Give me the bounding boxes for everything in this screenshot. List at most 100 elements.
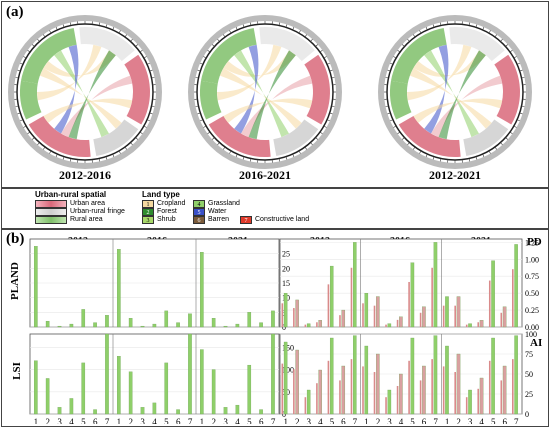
chord-tick [149,112,153,115]
chord-tick [329,69,333,72]
chord-tick [143,125,147,128]
chord-tick [15,76,19,79]
chord-diagram-1 [8,15,162,169]
chord-tick [112,27,115,31]
pland-tick-label: 20 [282,264,290,273]
chord-tick [425,153,428,157]
chord-diagram-2 [188,15,342,169]
lsi-bar [128,371,133,415]
chord-tick [37,142,40,145]
chord-sector [449,27,505,62]
x-category-label: 2 [376,417,381,424]
lsi-bar [69,398,74,415]
chord-tick [285,24,288,28]
chord-tick [419,150,422,154]
land-type-swatch-5: 5 [193,208,205,216]
chord-ribbon [68,50,116,140]
x-category-label: 4 [399,417,404,424]
chord-tick [387,69,391,72]
legend-frame [1,188,549,229]
ai-tick-label: 75 [525,350,533,359]
chord-tick [390,119,394,122]
x-category-label: 4 [479,417,484,424]
lsi-bar [34,360,38,415]
chord-tick [98,158,101,162]
chord-sector [28,116,91,157]
chord-tick [212,44,215,47]
chord-ribbon [431,75,503,138]
x-category-label: 2 [212,417,217,424]
pd-bar [318,320,322,328]
land-type-swatch-2: 2 [142,208,154,216]
chord-tick [390,62,394,65]
ai-bar-secondary [442,366,445,414]
chord-diagrams [8,15,532,169]
pland-bar [57,325,62,328]
chord-tick [488,30,491,34]
x-category-label: 2 [456,417,461,424]
chord-tick [135,137,138,140]
chord-tick [195,105,199,108]
x-category-label: 7 [188,417,193,424]
chord-tick [292,27,295,31]
chord-tick [135,44,138,47]
pland-bar [152,323,157,328]
pland-bar [69,323,74,328]
pd-bar [295,299,299,328]
pland-bar [164,310,169,328]
panel-b-frame [1,229,549,427]
pd-bar-secondary [488,280,491,327]
ai-bar-secondary [350,359,353,414]
chord-tick [200,62,204,65]
chord-tick [118,150,121,154]
land-type-swatch-3: 3 [142,216,154,224]
chord-ribbon [223,50,296,77]
chord-tick [32,137,35,140]
chord-ribbon [217,44,282,101]
pd-bar-secondary [339,315,341,327]
chord-tick [432,156,435,160]
chord-outer-ring [378,15,532,169]
ai-bar [410,337,415,415]
chord-tick [278,158,281,162]
chord-ribbon [438,50,486,140]
chord-tick [130,142,133,145]
chord-tick [331,76,335,79]
chord-tick [235,153,238,157]
chord-sector [200,27,257,84]
chord-tick [130,39,133,42]
pd-tick-label: 0.75 [525,272,539,281]
chord-tick [304,146,307,150]
x-category-label: 4 [69,417,74,424]
chord-tick [197,69,201,72]
pland-tick-label: 0 [282,323,286,332]
land-type-swatch-6: 6 [193,216,205,224]
x-category-label: 5 [330,417,335,424]
chord-tick [217,39,220,42]
chord-tick [49,30,52,34]
chord-tick [229,30,232,34]
chord-tick [298,150,301,154]
chord-tick [393,56,397,59]
pd-label: PD [527,236,542,248]
chord-ribbon [424,50,479,138]
chord-tick [425,27,428,31]
lsi-bar [211,369,216,415]
chord-tick [249,158,252,162]
pd-bar [479,320,484,328]
ai-bar [445,345,449,415]
x-category-label: 3 [223,417,228,424]
lsi-bar [57,407,62,415]
chord-tick [146,62,150,65]
x-category-label: 3 [57,417,62,424]
land-type-title: Land type [142,190,180,199]
chord-tick [482,27,485,31]
ai-tick-label: 0 [525,410,529,419]
chord-tick [509,131,513,134]
chord-tick [124,34,127,38]
chord-tick [500,142,503,145]
land-type-label-6: Barren [208,216,230,223]
chord-tick [397,131,401,134]
pland-tick-label: 15 [282,279,290,288]
chord-diagram-3 [378,15,532,169]
